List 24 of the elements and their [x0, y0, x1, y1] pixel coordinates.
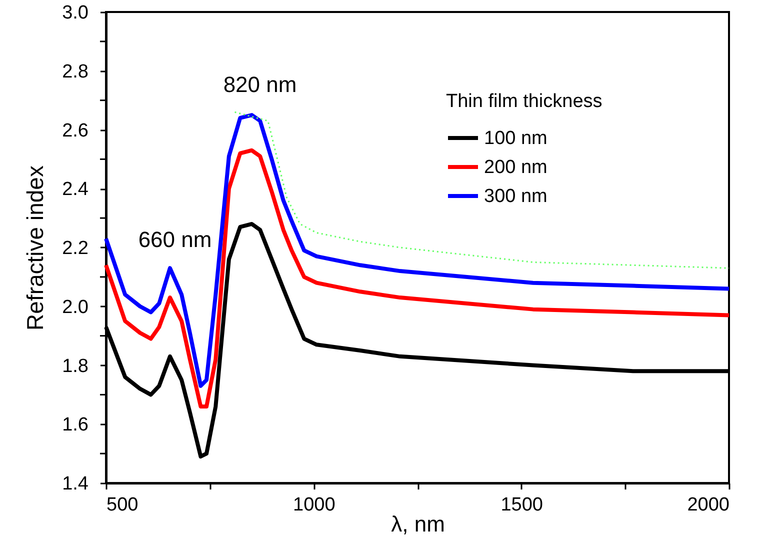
- y-tick-label: 2.2: [62, 238, 88, 259]
- y-tick-label: 2.6: [62, 120, 88, 142]
- x-tick-label: 2000: [687, 494, 730, 516]
- y-tick-label: 2.8: [62, 61, 88, 82]
- line-series: [104, 113, 731, 388]
- y-tick-label: 1.6: [62, 414, 88, 436]
- annotation: 660 nm: [138, 227, 212, 252]
- line-series: [104, 148, 731, 408]
- legend-label: 100 nm: [484, 128, 548, 149]
- legend-title: Thin film thickness: [446, 91, 602, 112]
- y-tick-label: 3.0: [62, 2, 88, 24]
- x-axis-title: λ, nm: [391, 512, 445, 536]
- y-tick-label: 2.4: [62, 179, 89, 200]
- x-tick-label: 1500: [500, 494, 543, 516]
- line-series: [234, 111, 730, 269]
- y-tick-label: 2.0: [62, 296, 88, 318]
- legend-label: 300 nm: [484, 186, 548, 207]
- y-tick-label: 1.8: [62, 356, 88, 377]
- x-tick-label: 1000: [293, 494, 336, 516]
- legend-label: 200 nm: [484, 157, 548, 178]
- x-tick-label: 500: [106, 494, 138, 516]
- y-axis-title: Refractive index: [22, 165, 48, 330]
- y-tick-label: 1.4: [62, 474, 89, 494]
- annotation: 820 nm: [223, 72, 297, 97]
